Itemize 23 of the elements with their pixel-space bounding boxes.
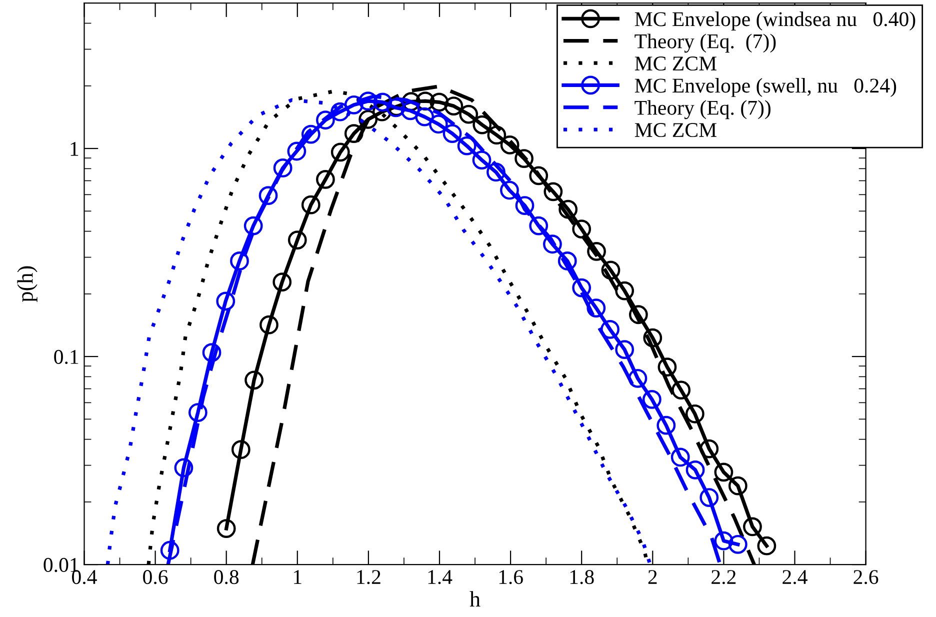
y-tick-label: 0.01 [44,558,78,572]
x-tick-label: 2.4 [782,570,808,584]
x-tick-label: 1.6 [499,570,523,584]
y-tick-label: 1 [70,142,78,156]
x-tick-label: 0.4 [72,570,97,584]
legend-label: MC Envelope (swell, nu 0.24) [634,78,896,97]
x-tick-label: 1 [294,570,302,584]
x-tick-label: 2.2 [712,570,736,584]
legend-label: Theory (Eq. (7)) [634,100,770,120]
legend-label: MC Envelope (windsea nu 0.40) [634,12,916,30]
x-tick-label: 1.8 [570,570,594,584]
y-axis-title: p(h) [17,266,38,302]
legend-label: Theory (Eq. (7)) [634,34,776,53]
x-axis-title: h [470,591,480,607]
x-tick-label: 1.4 [428,570,452,584]
y-tick-label: 0.1 [54,350,78,364]
legend-label: MC ZCM [634,123,716,138]
x-tick-label: 2.6 [854,570,878,584]
x-tick-label: 0.8 [214,570,239,584]
legend-label: MC ZCM [634,56,716,71]
x-tick-label: 1.2 [357,570,380,584]
x-tick-label: 2 [648,570,657,584]
x-tick-label: 0.6 [143,570,168,584]
